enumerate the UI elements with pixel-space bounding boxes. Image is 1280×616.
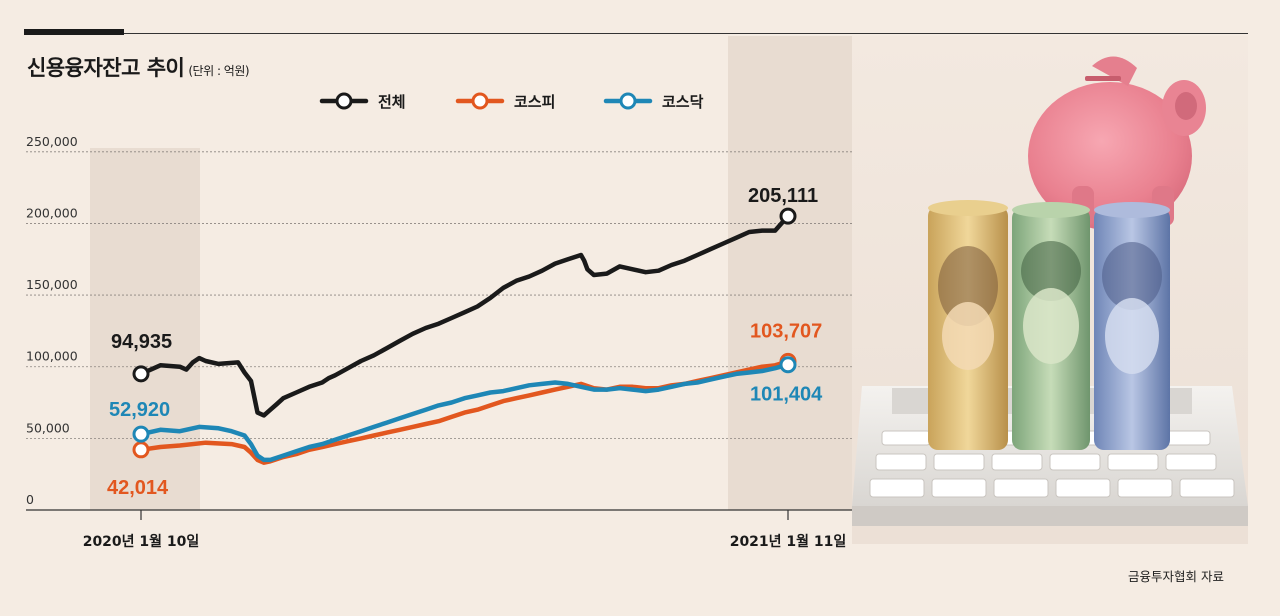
marker-total-end — [779, 207, 797, 225]
y-tick-label: 200,000 — [26, 205, 78, 220]
series-line-kospi — [138, 359, 791, 465]
series-line-total — [138, 213, 791, 418]
y-tick-label: 150,000 — [26, 277, 78, 292]
series-line-kosdaq — [138, 362, 791, 463]
data-label-kospi-start: 42,014 — [107, 477, 169, 499]
x-tick-label: 2020년 1월 10일 — [83, 533, 200, 550]
line-chart: 0 50,000 100,000 150,000 200,000 250,000 2020년… — [26, 36, 852, 550]
legend-marker-total — [335, 92, 353, 110]
y-tick-label: 100,000 — [26, 349, 78, 364]
legend-marker-kosdaq — [619, 92, 637, 110]
legend-label-kospi: 코스피 — [514, 93, 555, 111]
chart-unit: (단위 : 억원) — [188, 64, 250, 78]
marker-kosdaq-end — [779, 356, 797, 374]
marker-total-start — [132, 365, 150, 383]
data-label-kosdaq-start: 52,920 — [109, 399, 170, 421]
data-label-total-start: 94,935 — [111, 331, 172, 353]
chart-title-text: 신용융자잔고 추이 — [27, 56, 185, 80]
y-tick-label: 0 — [26, 492, 34, 507]
data-label-total-end: 205,111 — [748, 185, 818, 207]
x-tick-label: 2021년 1월 11일 — [730, 533, 847, 550]
data-label-kospi-end: 103,707 — [750, 320, 822, 342]
piggy-bank-banknotes-calculator-icon — [852, 36, 1248, 544]
data-label-kosdaq-end: 101,404 — [750, 384, 823, 406]
marker-kosdaq-start — [132, 425, 150, 443]
legend-label-total: 전체 — [378, 93, 406, 111]
header-rule-thick — [24, 29, 124, 35]
legend-marker-kospi — [471, 92, 489, 110]
header-rule-thin — [124, 33, 1248, 34]
source-note: 금융투자협회 자료 — [1128, 569, 1224, 584]
marker-kospi-start — [132, 441, 150, 459]
end-highlight-band — [728, 36, 852, 510]
chart-title: 신용융자잔고 추이 (단위 : 억원) — [27, 52, 250, 82]
legend-label-kosdaq: 코스닥 — [662, 93, 704, 111]
y-tick-label: 50,000 — [26, 420, 70, 435]
y-tick-label: 250,000 — [26, 134, 78, 149]
